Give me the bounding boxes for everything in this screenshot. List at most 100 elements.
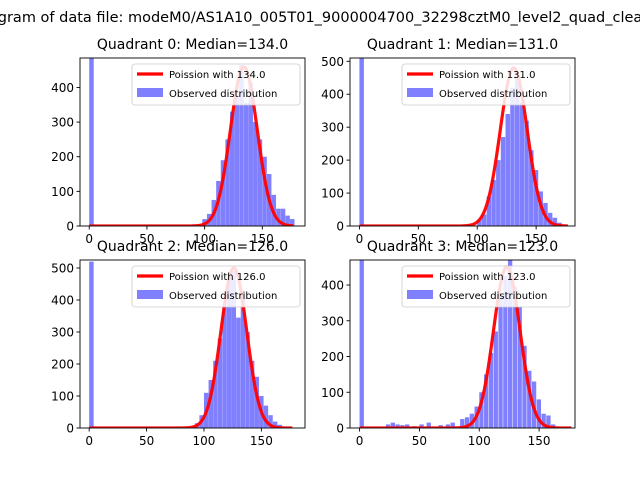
quadrant-3-legend-frame (401, 265, 571, 308)
quadrant-1-xtick-label-0: 0 (356, 232, 364, 246)
quadrant-1-bar-10 (519, 102, 525, 226)
quadrant-1-bar-7 (505, 114, 510, 226)
quadrant-2-xtick-label-1: 50 (139, 434, 154, 448)
quadrant-1-ytick-label-0: 0 (336, 220, 344, 234)
quadrant-3-panel: 0 50 100 150 0 100 200 300 400 Poission with 123.… (321, 239, 576, 448)
quadrant-1-ytick-label-5: 500 (321, 55, 344, 69)
quadrant-0-ytick-label-2: 200 (51, 150, 74, 164)
quadrant-1-xtick-label-3: 150 (525, 232, 548, 246)
quadrant-3-ytick-label-0: 0 (336, 422, 344, 436)
quadrant-0-bar-5 (220, 160, 226, 226)
quadrant-0-bar-13 (257, 139, 263, 226)
figure-suptitle: Histogram of data file: modeM0/AS1A10_00… (0, 10, 640, 26)
quadrant-0-bar-18 (280, 208, 286, 226)
quadrant-0-bar-7 (230, 111, 235, 226)
quadrant-1-bar-16 (547, 212, 553, 226)
quadrant-2-ytick-label-5: 500 (51, 262, 74, 276)
quadrant-3-bar-25 (522, 345, 527, 428)
quadrant-0-bar-12 (253, 122, 258, 226)
quadrant-0-bar-10 (243, 103, 249, 226)
quadrant-3-bar-11 (450, 422, 455, 428)
quadrant-2-bar-8 (226, 277, 232, 428)
quadrant-0-bar-9 (239, 64, 244, 226)
quadrant-2-title: Quadrant 2: Median=126.0 (97, 239, 288, 255)
quadrant-2-xtick-label-0: 0 (85, 434, 93, 448)
quadrant-1-bar-2 (481, 214, 487, 226)
quadrant-3-legend-observed-label: Observed distribution (439, 291, 547, 302)
quadrant-3-bar-2 (390, 422, 395, 428)
quadrant-1-xtick-label-2: 100 (466, 232, 489, 246)
quadrant-2-bar-0 (89, 261, 94, 428)
quadrant-0-ytick-label-0: 0 (66, 220, 74, 234)
quadrant-1-legend-observed-swatch (407, 88, 433, 97)
quadrant-2-axes-frame (79, 259, 306, 429)
quadrant-3-ytick-label-4: 400 (321, 279, 344, 293)
quadrant-2-bar-7 (222, 304, 227, 428)
quadrant-0-bar-0 (89, 58, 94, 226)
quadrant-2-legend-poisson-label: Poission with 126.0 (169, 272, 265, 283)
quadrant-2-bar-5 (213, 360, 218, 428)
quadrant-1-xtick-label-1: 50 (411, 232, 426, 246)
quadrant-0-legend: Poission with 134.0 Observed distribution (131, 63, 301, 106)
quadrant-1-bar-13 (533, 170, 539, 226)
quadrant-1-bar-6 (500, 137, 506, 226)
quadrant-2-xtick-label-2: 100 (193, 434, 216, 448)
quadrant-3-bar-18 (488, 352, 494, 428)
quadrant-3-ytick-label-3: 300 (321, 314, 344, 328)
quadrant-2-legend-observed-label: Observed distribution (169, 291, 277, 302)
quadrant-3-bar-13 (464, 417, 470, 428)
quadrant-1-title: Quadrant 1: Median=131.0 (367, 37, 558, 53)
quadrant-2-bar-4 (208, 380, 214, 428)
quadrant-3-axes-frame (349, 259, 576, 429)
quadrant-1-bar-8 (510, 87, 515, 226)
quadrant-1-bar-0 (359, 58, 364, 226)
quadrant-1-legend-frame (401, 63, 571, 106)
quadrant-2-ytick-label-3: 300 (51, 326, 74, 340)
quadrant-2-bar-16 (263, 405, 269, 428)
quadrant-0-bar-11 (248, 82, 253, 226)
quadrant-0-bar-6 (225, 139, 230, 226)
quadrant-3-bar-20 (498, 295, 503, 428)
quadrant-0-xtick-label-1: 50 (139, 232, 154, 246)
quadrant-0-bar-8 (234, 96, 240, 226)
quadrant-0-title: Quadrant 0: Median=134.0 (97, 37, 288, 53)
quadrant-0-xtick-label-2: 100 (193, 232, 216, 246)
quadrant-3-bar-1 (385, 424, 391, 428)
quadrant-3-bar-0 (359, 260, 364, 428)
quadrant-0-legend-observed-swatch (137, 88, 163, 97)
quadrant-1-ytick-label-3: 300 (321, 121, 344, 135)
quadrant-2-panel: 0 50 100 150 0 100 200 300 400 500 Poission with 1… (51, 239, 306, 448)
quadrant-0-ytick-label-1: 100 (51, 185, 74, 199)
quadrant-0-axes-frame (79, 57, 306, 227)
quadrant-1-ytick-label-2: 200 (321, 154, 344, 168)
quadrant-2-bar-9 (231, 271, 237, 428)
quadrant-3-legend-observed-swatch (407, 290, 433, 299)
quadrant-2-bar-11 (240, 292, 246, 428)
quadrant-0-xtick-label-3: 150 (251, 232, 274, 246)
quadrant-0-ytick-label-3: 300 (51, 116, 74, 130)
quadrant-3-bar-19 (493, 331, 498, 428)
quadrant-1-bar-17 (552, 217, 558, 226)
quadrant-0-panel: 0 50 100 150 0 100 200 300 400 Poission with 134.… (51, 37, 306, 246)
quadrant-3-bar-28 (536, 399, 542, 428)
quadrant-0-plot-area (88, 58, 295, 226)
quadrant-2-ytick-label-2: 200 (51, 358, 74, 372)
quadrant-1-bar-12 (529, 150, 534, 226)
quadrant-1-bar-9 (514, 76, 520, 226)
quadrant-2-bar-14 (254, 376, 259, 428)
quadrant-2-xtick-label-3: 150 (250, 434, 273, 448)
quadrant-1-ytick-label-1: 100 (321, 187, 344, 201)
quadrant-3-xtick-label-3: 150 (528, 434, 551, 448)
quadrant-1-legend-observed-label: Observed distribution (439, 89, 547, 100)
quadrant-2-bar-12 (245, 332, 250, 428)
quadrant-3-bar-29 (541, 413, 546, 428)
quadrant-3-bar-7 (419, 424, 424, 428)
quadrant-3-plot-area (358, 260, 573, 428)
quadrant-2-legend-frame (131, 265, 301, 308)
quadrant-1-bar-4 (491, 179, 496, 226)
quadrant-1-axes-frame (349, 57, 576, 227)
quadrant-3-bar-23 (512, 286, 518, 428)
quadrant-1-legend-poisson-label: Poission with 131.0 (439, 70, 535, 81)
quadrant-3-xtick-label-1: 50 (412, 434, 427, 448)
